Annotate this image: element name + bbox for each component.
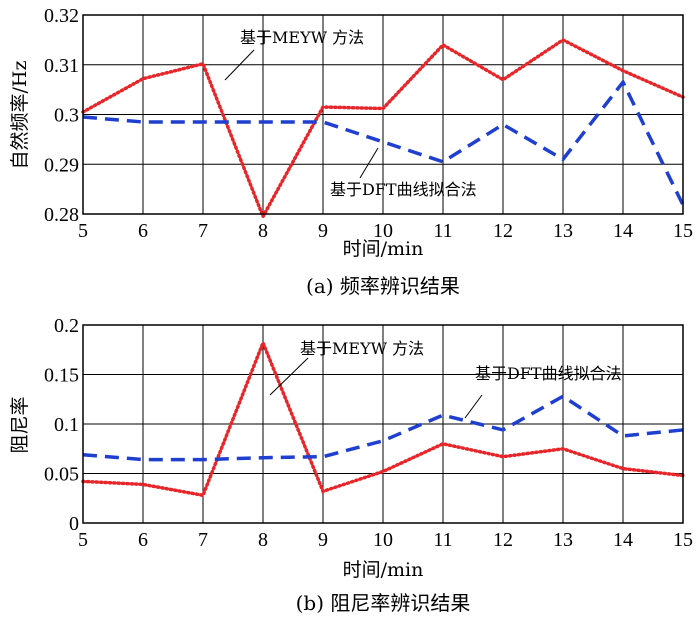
x-tick-label: 15 xyxy=(673,529,693,551)
y-tick-label: 0.3 xyxy=(54,105,79,127)
x-tick-label: 14 xyxy=(613,220,633,242)
x-axis-label: 时间/min xyxy=(343,238,424,260)
annotation-leader-dft xyxy=(359,147,379,179)
chart-caption: (b) 阻尼率辨识结果 xyxy=(296,591,471,615)
chart-caption: (a) 频率辨识结果 xyxy=(306,274,460,298)
x-tick-label: 8 xyxy=(258,529,268,551)
annotation-meyw: 基于MEYW 方法 xyxy=(240,28,364,47)
series-line-meyw xyxy=(81,37,685,221)
x-tick-label: 12 xyxy=(493,220,513,242)
chart-damping: 5 6 7 8 9 10 11 12 13 14 15 0 0.05 0.1 0.15 0.2 阻尼率 时间/… xyxy=(9,315,693,615)
x-tick-label: 7 xyxy=(198,220,208,242)
x-tick-label: 10 xyxy=(373,529,393,551)
series-line-dft xyxy=(82,394,684,462)
x-tick-label: 5 xyxy=(78,220,88,242)
x-tick-label: 12 xyxy=(493,529,513,551)
annotation-leader-dft xyxy=(464,394,483,419)
x-tick-label: 13 xyxy=(553,529,573,551)
x-tick-label: 11 xyxy=(433,220,452,242)
annotation-leader-meyw xyxy=(269,357,309,396)
x-tick-label: 6 xyxy=(138,529,148,551)
x-tick-label: 7 xyxy=(198,529,208,551)
annotation-dft: 基于DFT曲线拟合法 xyxy=(475,364,622,383)
y-tick-label: 0.32 xyxy=(44,5,79,27)
x-tick-label: 9 xyxy=(318,529,328,551)
x-tick-label: 10 xyxy=(373,220,393,242)
plot-frame xyxy=(82,14,684,215)
plot-frame xyxy=(82,324,684,524)
y-tick-label: 0.05 xyxy=(44,464,79,486)
y-tick-label: 0 xyxy=(69,513,79,535)
x-tick-label: 5 xyxy=(78,529,88,551)
x-tick-label: 13 xyxy=(553,220,573,242)
y-tick-label: 0.15 xyxy=(44,365,79,387)
x-tick-label: 15 xyxy=(673,220,693,242)
chart-frequency: 5 6 7 8 9 10 11 12 13 14 15 0.28 0.29 0.3 0.31 0.32 自然频… xyxy=(9,5,693,298)
y-axis-label: 自然频率/Hz xyxy=(9,61,31,170)
y-tick-label: 0.28 xyxy=(44,204,79,226)
series-line-meyw xyxy=(81,338,685,498)
y-axis-label: 阻尼率 xyxy=(9,396,31,453)
y-tick-label: 0.29 xyxy=(44,154,79,176)
x-tick-label: 6 xyxy=(138,220,148,242)
series-line-dft xyxy=(82,78,685,206)
x-tick-label: 9 xyxy=(318,220,328,242)
y-tick-label: 0.2 xyxy=(54,315,79,337)
annotation-dft: 基于DFT曲线拟合法 xyxy=(330,180,477,199)
x-axis-label: 时间/min xyxy=(343,559,424,581)
x-tick-label: 8 xyxy=(258,220,268,242)
annotation-leader-meyw xyxy=(224,49,255,81)
x-tick-label: 11 xyxy=(433,529,452,551)
y-tick-label: 0.1 xyxy=(54,414,79,436)
y-tick-label: 0.31 xyxy=(44,55,79,77)
annotation-meyw: 基于MEYW 方法 xyxy=(300,339,424,358)
x-tick-label: 14 xyxy=(613,529,633,551)
